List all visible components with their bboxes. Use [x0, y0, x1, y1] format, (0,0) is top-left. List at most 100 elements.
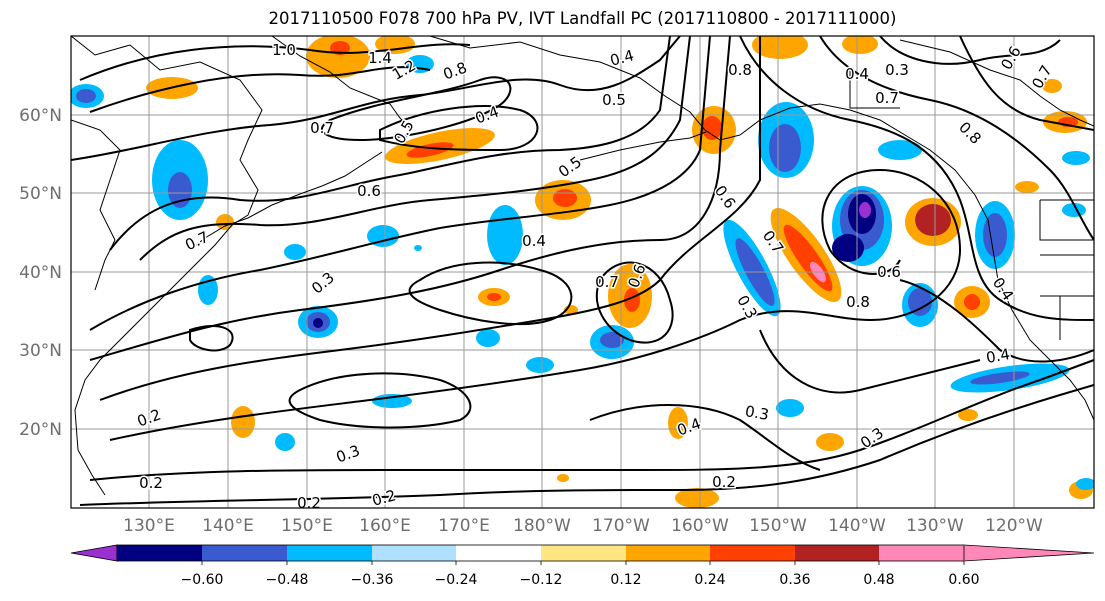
colorbar-tick-label: 0.60 — [948, 572, 979, 588]
contour-label: 0.2 — [711, 472, 738, 493]
colorbar-bin — [117, 545, 203, 561]
lon-label-180w: 180°W — [513, 516, 571, 536]
colorbar-bin — [626, 545, 712, 561]
contour-label-text: 0.5 — [555, 153, 585, 181]
lat-label-30n: 30°N — [19, 341, 62, 361]
contour-labels: 1.0 1.41.2 0.80.40.50.8 0.4 0.30.70.60.70.7 0… — [133, 40, 1057, 514]
contour-label: 0.7 — [594, 272, 621, 293]
contour-label: 1.4 — [367, 48, 394, 69]
contour-label-text: 0.7 — [182, 228, 211, 254]
colorbar-tick-label: 0.24 — [694, 572, 725, 588]
lat-label-40n: 40°N — [19, 263, 62, 283]
contour-label-text: 0.4 — [608, 46, 636, 70]
colorbar-tick-label: −0.36 — [351, 572, 394, 588]
contour-label-text: 0.7 — [310, 119, 334, 137]
contour-label: 0.2 — [369, 485, 400, 512]
contour-label: 0.3 — [307, 267, 340, 299]
contour-label: 0.4 — [983, 344, 1013, 369]
contour-label: 0.7 — [874, 88, 901, 109]
contour-label-text: 0.2 — [712, 473, 736, 491]
contour-label: 0.3 — [332, 440, 364, 468]
contour-label: 0.6 — [876, 262, 903, 283]
lon-label-120w: 120°W — [985, 516, 1043, 536]
contour-label: 0.3 — [856, 422, 889, 453]
contour-label: 0.8 — [845, 292, 872, 313]
negative-anomaly-regions — [71, 55, 1094, 490]
coastlines — [71, 36, 1094, 496]
contour-label-text: 0.3 — [308, 268, 338, 297]
contour-label-text: 0.8 — [441, 58, 470, 83]
colorbar-bin — [372, 545, 458, 561]
contour-label-text: 0.4 — [989, 274, 1017, 304]
contour-label-text: 1.4 — [368, 49, 392, 67]
contour-label: 0.3 — [742, 401, 772, 426]
contour-label: 0.4 — [987, 273, 1018, 306]
colorbar-bin — [202, 545, 288, 561]
colorbar-tick-label: −0.12 — [520, 572, 563, 588]
colorbar-bin — [287, 545, 373, 561]
contour-label: 0.4 — [844, 64, 871, 85]
contour-label-text: 0.8 — [728, 61, 752, 79]
contour-label-text: 0.2 — [370, 486, 398, 510]
contour-label: 0.2 — [296, 493, 323, 514]
contour-label: 0.7 — [309, 118, 336, 139]
contour-label-text: 0.3 — [744, 402, 771, 424]
lon-label-170w: 170°W — [592, 516, 650, 536]
lon-label-150e: 150°E — [281, 516, 333, 536]
contour-label: 0.6 — [356, 181, 383, 202]
colorbar-tick-label: −0.48 — [266, 572, 309, 588]
contour-label: 0.5 — [554, 151, 587, 182]
contour-label: 0.8 — [727, 60, 754, 81]
contour-label: 0.2 — [133, 404, 165, 432]
colorbar-extend-high — [963, 544, 1095, 562]
lon-label-140w: 140°W — [828, 516, 886, 536]
contour-label-text: 0.2 — [139, 474, 163, 492]
contour-label: 0.3 — [884, 60, 911, 81]
lat-label-60n: 60°N — [19, 106, 62, 126]
colorbar-outline — [116, 544, 965, 562]
contour-label-text: 0.6 — [877, 263, 901, 281]
contour-label: 0.8 — [954, 117, 987, 150]
colorbar-bin — [795, 545, 881, 561]
lon-label-160e: 160°E — [359, 516, 411, 536]
contour-label-text: 0.4 — [845, 65, 869, 83]
lon-label-150w: 150°W — [749, 516, 807, 536]
colorbar-bin — [879, 545, 965, 561]
contour-label: 0.7 — [181, 226, 213, 255]
colorbar-tick-label: −0.60 — [181, 572, 224, 588]
contour-label-text: 0.6 — [997, 43, 1025, 73]
contour-label-text: 0.7 — [595, 273, 619, 291]
colorbar-bin — [541, 545, 627, 561]
colorbar-tick-label: 0.12 — [610, 572, 641, 588]
contour-label-text: 0.5 — [602, 91, 626, 109]
contour-label: 0.8 — [439, 57, 471, 85]
contour-label-text: 0.4 — [522, 232, 546, 250]
map-frame — [70, 35, 1095, 509]
contour-label-text: 0.6 — [357, 182, 381, 200]
colorbar-tick-marks — [201, 561, 965, 565]
colorbar-tick-label: 0.36 — [779, 572, 810, 588]
latitude-labels: 60°N 50°N 40°N 30°N 20°N — [19, 106, 62, 440]
lon-label-140e: 140°E — [202, 516, 254, 536]
contour-label: 0.4 — [521, 231, 548, 252]
contour-label-text: 0.4 — [985, 345, 1012, 367]
contour-label: 0.2 — [138, 473, 165, 494]
figure-title: 2017110500 F078 700 hPa PV, IVT Landfall… — [268, 9, 897, 28]
colorbar-tick-label: −0.24 — [435, 572, 478, 588]
contour-label: 0.4 — [607, 45, 638, 72]
contour-label-text: 0.8 — [846, 293, 870, 311]
gridlines — [71, 36, 1094, 508]
colorbar-tick-label: 0.48 — [863, 572, 894, 588]
contour-label-text: 0.2 — [297, 494, 321, 512]
contour-label-text: 0.2 — [135, 405, 164, 430]
lon-label-170e: 170°E — [438, 516, 490, 536]
lon-label-130w: 130°W — [906, 516, 964, 536]
contour-label: 1.0 — [271, 40, 298, 61]
colorbar: −0.60 −0.48 −0.36 −0.24 −0.12 0.12 0.24 … — [70, 544, 1095, 588]
lon-label-160w: 160°W — [671, 516, 729, 536]
contour-label-text: 0.8 — [955, 118, 985, 148]
contour-label: 0.6 — [996, 42, 1027, 75]
lon-label-130e: 130°E — [123, 516, 175, 536]
ivt-contours — [71, 36, 1094, 506]
